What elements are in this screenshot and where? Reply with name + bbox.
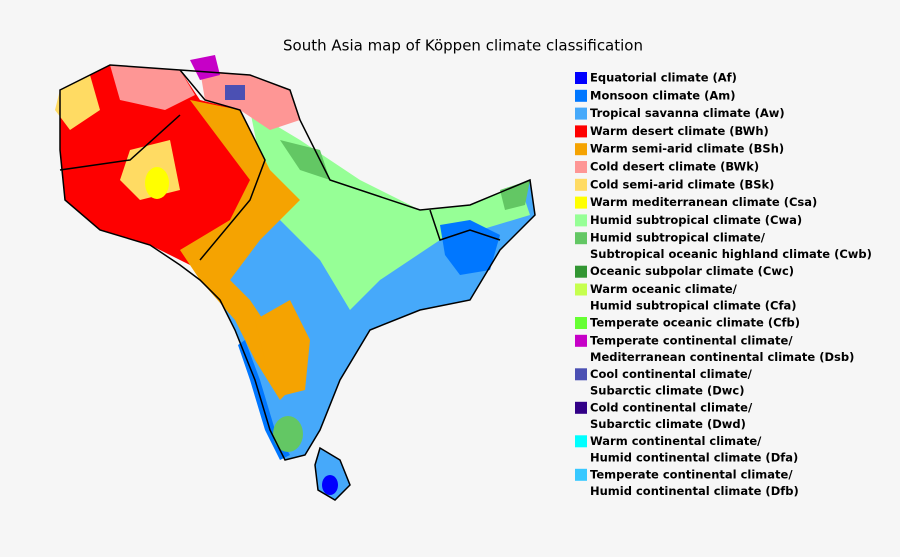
legend-label: Warm desert climate (BWh) [590, 124, 769, 138]
border [179, 69, 266, 261]
legend-label: Cold desert climate (BWk) [590, 160, 759, 174]
title: South Asia map of Köppen climate classif… [283, 37, 643, 55]
coastline [59, 64, 536, 461]
legend-label: Humid subtropical climate (Cwa) [590, 213, 802, 227]
legend-item: Humid subtropical climate/Subtropical oc… [575, 231, 872, 261]
legend-swatch [575, 196, 587, 209]
coastline [314, 446, 351, 501]
legend-item: Temperate oceanic climate (Cfb) [575, 316, 800, 330]
legend-label: Warm oceanic climate/ [590, 282, 738, 296]
region-am [440, 220, 500, 275]
legend-item: Humid subtropical climate (Cwa) [575, 213, 802, 227]
legend-swatch [575, 72, 587, 84]
legend-swatch [575, 214, 587, 227]
region-bsh [255, 300, 310, 395]
legend-swatch [575, 232, 587, 245]
map [55, 55, 536, 501]
region-dwc [225, 85, 245, 100]
legend-label: Cold continental climate/ [590, 400, 753, 414]
legend-item: Temperate continental climate/Mediterran… [575, 333, 854, 364]
legend-label: Warm semi-arid climate (BSh) [590, 142, 784, 156]
legend-item: Monsoon climate (Am) [575, 88, 736, 102]
legend-swatch [575, 368, 587, 381]
legend-swatch [575, 317, 587, 329]
legend-item: Warm desert climate (BWh) [575, 124, 769, 138]
legend-label: Oceanic subpolar climate (Cwc) [590, 264, 794, 278]
legend-item: Warm continental climate/Humid continent… [575, 434, 798, 464]
region-cwb [273, 416, 303, 452]
region-cwb [280, 140, 330, 180]
legend-item: Warm semi-arid climate (BSh) [575, 142, 784, 156]
legend-item: Tropical savanna climate (Aw) [575, 106, 785, 120]
legend-label: Mediterranean continental climate (Dsb) [590, 350, 854, 364]
region-bsh [180, 100, 300, 400]
legend-label: Warm mediterranean climate (Csa) [590, 195, 817, 209]
legend-label: Subtropical oceanic highland climate (Cw… [590, 247, 872, 261]
legend-label: Cold semi-arid climate (BSk) [590, 177, 774, 191]
legend-label: Equatorial climate (Af) [590, 71, 737, 85]
legend-label: Monsoon climate (Am) [590, 88, 736, 102]
legend-label: Temperate continental climate/ [590, 333, 793, 347]
legend-swatch [575, 143, 587, 156]
legend-label: Humid continental climate (Dfb) [590, 484, 799, 498]
legend-label: Tropical savanna climate (Aw) [590, 106, 785, 120]
legend-swatch [575, 435, 587, 448]
legend-swatch [575, 265, 587, 278]
legend-swatch [575, 107, 587, 120]
region-bwk [110, 65, 195, 110]
legend-swatch [575, 401, 587, 414]
region-af [322, 475, 338, 495]
legend-label: Temperate continental climate/ [590, 467, 793, 481]
legend-item: Temperate continental climate/Humid cont… [575, 467, 799, 498]
legend-swatch [575, 334, 587, 347]
legend-label: Subarctic climate (Dwc) [590, 383, 744, 397]
region-dsb [190, 55, 220, 80]
legend-swatch [575, 125, 587, 138]
legend-item: Warm oceanic climate/Humid subtropical c… [575, 282, 796, 313]
legend-label: Humid subtropical climate/ [590, 231, 766, 245]
legend-label: Subarctic climate (Dwd) [590, 417, 746, 431]
legend-item: Equatorial climate (Af) [575, 71, 737, 85]
legend-label: Warm continental climate/ [590, 434, 762, 448]
legend-item: Cool continental climate/Subarctic clima… [575, 367, 753, 397]
legend-label: Humid subtropical climate (Cfa) [590, 299, 796, 313]
legend-item: Cold desert climate (BWk) [575, 160, 759, 174]
legend-swatch [575, 178, 587, 191]
legend-item: Oceanic subpolar climate (Cwc) [575, 264, 794, 278]
border [59, 114, 181, 171]
legend-swatch [575, 161, 587, 173]
region-csa [145, 167, 169, 199]
region-bsk [55, 75, 100, 130]
border [429, 209, 501, 241]
legend-item: Warm mediterranean climate (Csa) [575, 195, 817, 209]
legend-item: Cold semi-arid climate (BSk) [575, 177, 774, 191]
legend-item: Cold continental climate/Subarctic clima… [575, 400, 753, 431]
legend-swatch [575, 89, 587, 102]
legend: Equatorial climate (Af) Monsoon climate (… [575, 71, 872, 498]
legend-label: Temperate oceanic climate (Cfb) [590, 316, 800, 330]
legend-label: Humid continental climate (Dfa) [590, 450, 798, 464]
legend-label: Cool continental climate/ [590, 367, 753, 381]
region-cwb [500, 180, 530, 210]
legend-swatch [575, 283, 587, 296]
legend-swatch [575, 468, 587, 481]
